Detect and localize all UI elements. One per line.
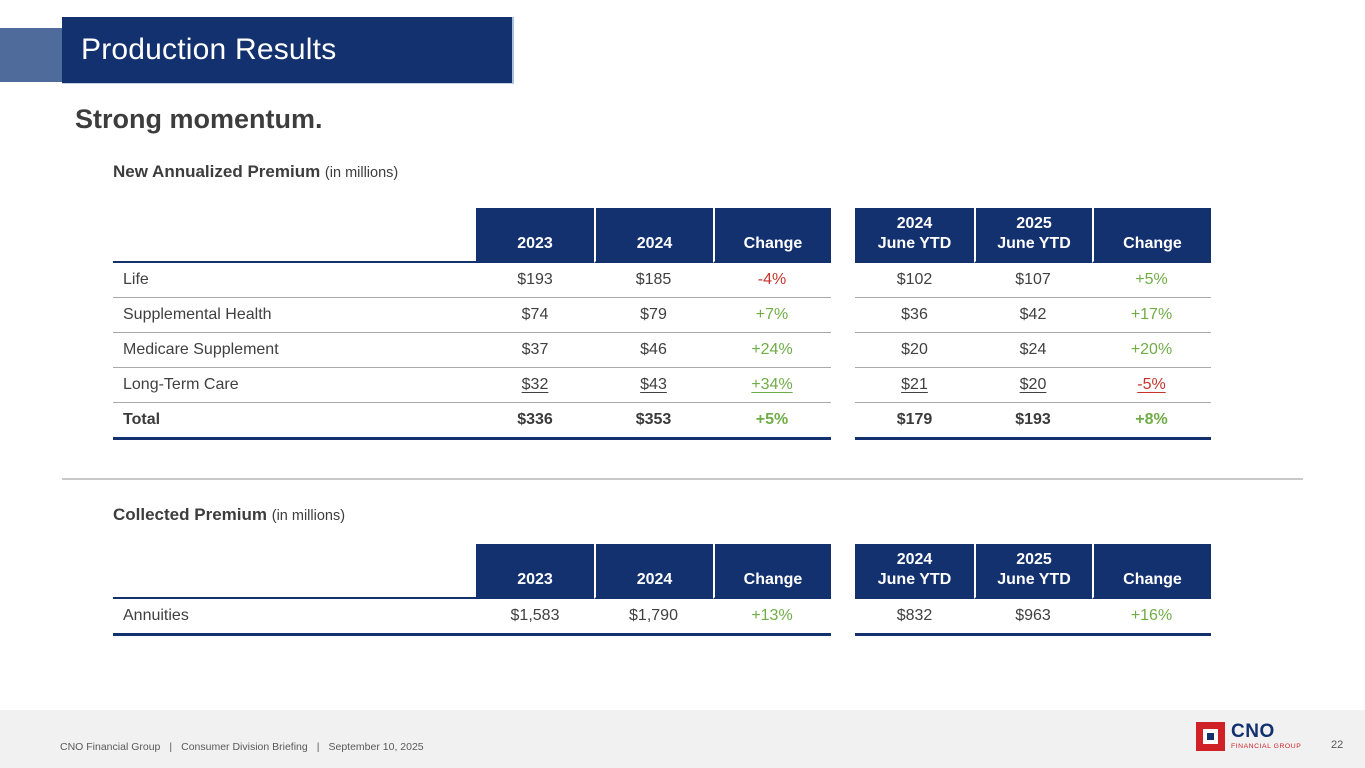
value-cell: $353 [594, 403, 713, 440]
cno-logo-subtext: FINANCIAL GROUP [1231, 743, 1302, 750]
cno-logo-inner [1203, 729, 1218, 744]
footer-date: September 10, 2025 [328, 741, 424, 753]
value-cell: $193 [974, 403, 1092, 440]
section-title-collected-premium: Collected Premium (in millions) [113, 505, 345, 525]
section-title-new-annualized-premium: New Annualized Premium (in millions) [113, 162, 398, 182]
header-cell-2023: 2023 [476, 544, 594, 599]
page-number: 22 [1331, 739, 1344, 751]
cno-logo-dot [1207, 733, 1214, 740]
value-cell: $20 [855, 333, 974, 368]
footer-pipe: | [169, 741, 173, 753]
table-new-annualized-premium: 2023 2024 Change 2024 June YTD 2025 June Y… [113, 208, 1211, 440]
value-cell: $74 [476, 298, 594, 333]
change-cell: -4% [713, 263, 831, 298]
value-cell: $21 [855, 368, 974, 403]
value-cell: $42 [974, 298, 1092, 333]
cno-logo-words: CNO FINANCIAL GROUP [1231, 722, 1301, 750]
gap-cell [831, 298, 855, 333]
value-cell: $43 [594, 368, 713, 403]
footer-pipe: | [316, 741, 320, 753]
gap-cell [831, 368, 855, 403]
value-cell: $1,583 [476, 599, 594, 636]
value-cell: $1,790 [594, 599, 713, 636]
cno-logo-mark-icon [1196, 722, 1225, 751]
section-title-text: Collected Premium [113, 505, 267, 524]
change-cell: +13% [713, 599, 831, 636]
value-cell: $963 [974, 599, 1092, 636]
header-cell-2024: 2024 [594, 544, 713, 599]
value-cell: $102 [855, 263, 974, 298]
cno-logo: CNO FINANCIAL GROUP [1196, 722, 1301, 751]
footer: CNO Financial Group | Consumer Division Br… [0, 710, 1365, 768]
header-cell-2024: 2024 [594, 208, 713, 263]
value-cell: $179 [855, 403, 974, 440]
row-label: Annuities [113, 599, 476, 636]
section-divider [62, 478, 1303, 480]
value-cell: $20 [974, 368, 1092, 403]
gap-cell [831, 263, 855, 298]
value-cell: $336 [476, 403, 594, 440]
row-label: Supplemental Health [113, 298, 476, 333]
value-cell: $46 [594, 333, 713, 368]
change-cell: +5% [713, 403, 831, 440]
row-label: Medicare Supplement [113, 333, 476, 368]
header-cell-2024-june-ytd: 2024 June YTD [855, 208, 974, 263]
value-cell: $37 [476, 333, 594, 368]
change-cell: -5% [1092, 368, 1211, 403]
header-cell-2025-june-ytd: 2025 June YTD [974, 208, 1092, 263]
header-cell-change: Change [713, 544, 831, 599]
header-cell-2024-june-ytd: 2024 June YTD [855, 544, 974, 599]
value-cell: $832 [855, 599, 974, 636]
header-cell-empty [113, 208, 476, 263]
header-cell-ytd-change: Change [1092, 208, 1211, 263]
change-cell: +16% [1092, 599, 1211, 636]
value-cell: $185 [594, 263, 713, 298]
header-cell-2025-june-ytd: 2025 June YTD [974, 544, 1092, 599]
value-cell: $193 [476, 263, 594, 298]
header-cell-change: Change [713, 208, 831, 263]
row-label: Total [113, 403, 476, 440]
change-cell: +7% [713, 298, 831, 333]
slide-subtitle: Strong momentum. [75, 104, 323, 134]
header-cell-ytd-change: Change [1092, 544, 1211, 599]
footer-event: Consumer Division Briefing [181, 741, 308, 753]
change-cell: +17% [1092, 298, 1211, 333]
footer-company: CNO Financial Group [60, 741, 161, 753]
row-label: Long-Term Care [113, 368, 476, 403]
change-cell: +5% [1092, 263, 1211, 298]
section-title-text: New Annualized Premium [113, 162, 321, 181]
gap-cell [831, 403, 855, 440]
change-cell: +20% [1092, 333, 1211, 368]
gap-cell [831, 333, 855, 368]
change-cell: +24% [713, 333, 831, 368]
value-cell: $79 [594, 298, 713, 333]
footer-text: CNO Financial Group | Consumer Division Br… [60, 741, 424, 753]
header-gap [831, 208, 855, 263]
value-cell: $24 [974, 333, 1092, 368]
table-collected-premium: 2023 2024 Change 2024 June YTD 2025 June Y… [113, 544, 1211, 636]
gap-cell [831, 599, 855, 636]
header-cell-2023: 2023 [476, 208, 594, 263]
section-unit-text: (in millions) [324, 165, 399, 181]
value-cell: $32 [476, 368, 594, 403]
cno-logo-text: CNO [1231, 721, 1275, 742]
title-banner: Production Results [62, 17, 514, 84]
header-gap [831, 544, 855, 599]
value-cell: $107 [974, 263, 1092, 298]
row-label: Life [113, 263, 476, 298]
change-cell: +8% [1092, 403, 1211, 440]
change-cell: +34% [713, 368, 831, 403]
accent-square [0, 28, 62, 82]
value-cell: $36 [855, 298, 974, 333]
section-unit-text: (in millions) [271, 508, 346, 524]
page-title: Production Results [81, 33, 337, 66]
header-cell-empty [113, 544, 476, 599]
